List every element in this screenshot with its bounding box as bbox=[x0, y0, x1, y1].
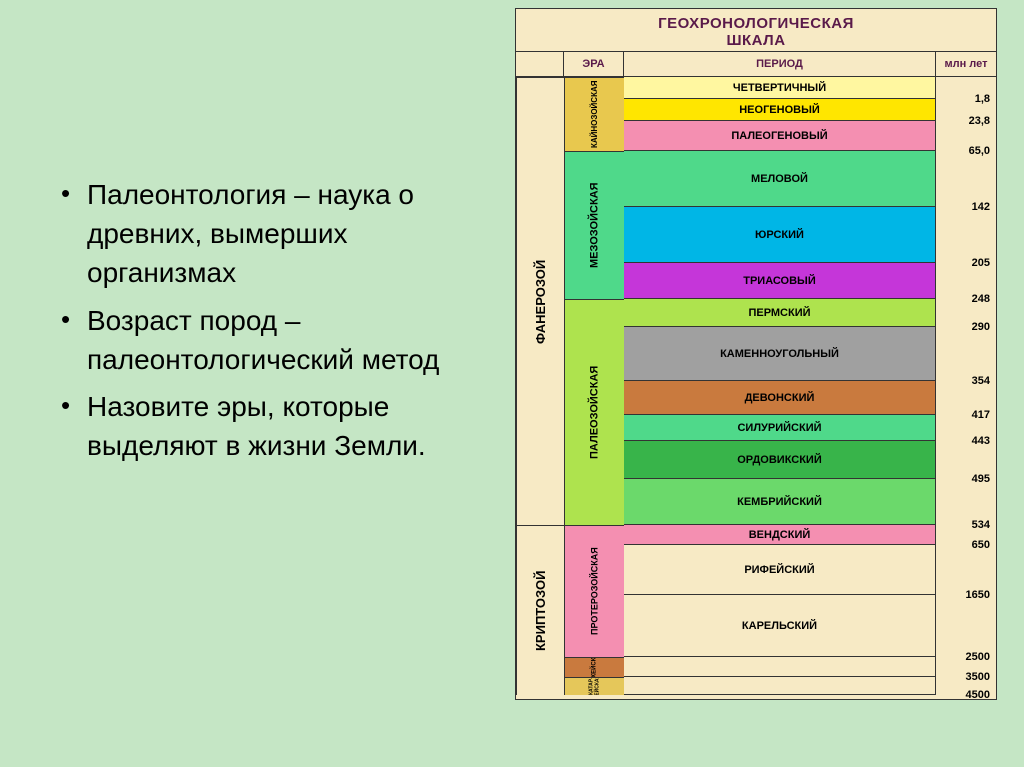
bullet-item: Назовите эры, которые выделяют в жизни З… bbox=[55, 387, 485, 465]
geochronology-chart: ГЕОХРОНОЛОГИЧЕСКАЯ ШКАЛА ЭРА ПЕРИОД млн … bbox=[515, 8, 997, 700]
period-cell: ДЕВОНСКИЙ bbox=[624, 381, 936, 415]
period-cell: КЕМБРИЙСКИЙ bbox=[624, 479, 936, 525]
era-cell: ПАЛЕОЗОЙСКАЯ bbox=[564, 299, 624, 525]
era-cell: АРХЕЙСКАЯ bbox=[564, 657, 624, 677]
age-label: 23,8 bbox=[969, 115, 990, 127]
age-label: 142 bbox=[972, 201, 990, 213]
header-age: млн лет bbox=[936, 52, 996, 76]
period-column: ЧЕТВЕРТИЧНЫЙНЕОГЕНОВЫЙПАЛЕОГЕНОВЫЙМЕЛОВО… bbox=[624, 77, 936, 695]
age-label: 65,0 bbox=[969, 145, 990, 157]
header-eon bbox=[516, 52, 564, 76]
age-column: 1,8 23,8 65,0 142 205 248 290 354 417 443 495 534 65… bbox=[936, 77, 996, 695]
age-label: 443 bbox=[972, 435, 990, 447]
age-label: 3500 bbox=[966, 671, 990, 683]
chart-title-l2: ШКАЛА bbox=[516, 32, 996, 49]
header-era: ЭРА bbox=[564, 52, 624, 76]
chart-header: ЭРА ПЕРИОД млн лет bbox=[516, 51, 996, 77]
age-label: 2500 bbox=[966, 651, 990, 663]
age-label: 290 bbox=[972, 321, 990, 333]
period-cell: ЮРСКИЙ bbox=[624, 207, 936, 263]
chart-title-l1: ГЕОХРОНОЛОГИЧЕСКАЯ bbox=[516, 15, 996, 32]
age-label: 248 bbox=[972, 293, 990, 305]
eon-cell: КРИПТОЗОЙ bbox=[516, 525, 564, 695]
chart-title: ГЕОХРОНОЛОГИЧЕСКАЯ ШКАЛА bbox=[516, 9, 996, 51]
era-column: КАЙНОЗОЙСКАЯМЕЗОЗОЙСКАЯПАЛЕОЗОЙСКАЯПРОТЕ… bbox=[564, 77, 624, 695]
eon-cell: ФАНЕРОЗОЙ bbox=[516, 77, 564, 525]
age-label: 417 bbox=[972, 409, 990, 421]
age-label: 4500 bbox=[966, 689, 990, 701]
age-label: 205 bbox=[972, 257, 990, 269]
period-cell: МЕЛОВОЙ bbox=[624, 151, 936, 207]
period-cell: ОРДОВИКСКИЙ bbox=[624, 441, 936, 479]
period-cell: КАМЕННОУГОЛЬНЫЙ bbox=[624, 327, 936, 381]
chart-body: ФАНЕРОЗОЙКРИПТОЗОЙ КАЙНОЗОЙСКАЯМЕЗОЗОЙСК… bbox=[516, 77, 996, 695]
period-cell: ЧЕТВЕРТИЧНЫЙ bbox=[624, 77, 936, 99]
age-label: 650 bbox=[972, 539, 990, 551]
era-cell: МЕЗОЗОЙСКАЯ bbox=[564, 151, 624, 299]
period-cell: ТРИАСОВЫЙ bbox=[624, 263, 936, 299]
bullet-list: Палеонтология – наука о древних, вымерши… bbox=[55, 175, 485, 473]
age-label: 1,8 bbox=[975, 93, 990, 105]
era-cell: КАТАР-ХЕЙСКАЯ bbox=[564, 677, 624, 695]
period-cell: ПЕРМСКИЙ bbox=[624, 299, 936, 327]
period-cell: ПАЛЕОГЕНОВЫЙ bbox=[624, 121, 936, 151]
era-cell: КАЙНОЗОЙСКАЯ bbox=[564, 77, 624, 151]
period-cell bbox=[624, 657, 936, 677]
period-cell bbox=[624, 677, 936, 695]
period-cell: ВЕНДСКИЙ bbox=[624, 525, 936, 545]
bullet-item: Палеонтология – наука о древних, вымерши… bbox=[55, 175, 485, 293]
age-label: 1650 bbox=[966, 589, 990, 601]
period-cell: СИЛУРИЙСКИЙ bbox=[624, 415, 936, 441]
age-label: 354 bbox=[972, 375, 990, 387]
header-period: ПЕРИОД bbox=[624, 52, 936, 76]
bullet-item: Возраст пород – палеонтологический метод bbox=[55, 301, 485, 379]
period-cell: НЕОГЕНОВЫЙ bbox=[624, 99, 936, 121]
period-cell: РИФЕЙСКИЙ bbox=[624, 545, 936, 595]
age-label: 495 bbox=[972, 473, 990, 485]
period-cell: КАРЕЛЬСКИЙ bbox=[624, 595, 936, 657]
era-cell: ПРОТЕРОЗОЙСКАЯ bbox=[564, 525, 624, 657]
eon-column: ФАНЕРОЗОЙКРИПТОЗОЙ bbox=[516, 77, 564, 695]
age-label: 534 bbox=[972, 519, 990, 531]
